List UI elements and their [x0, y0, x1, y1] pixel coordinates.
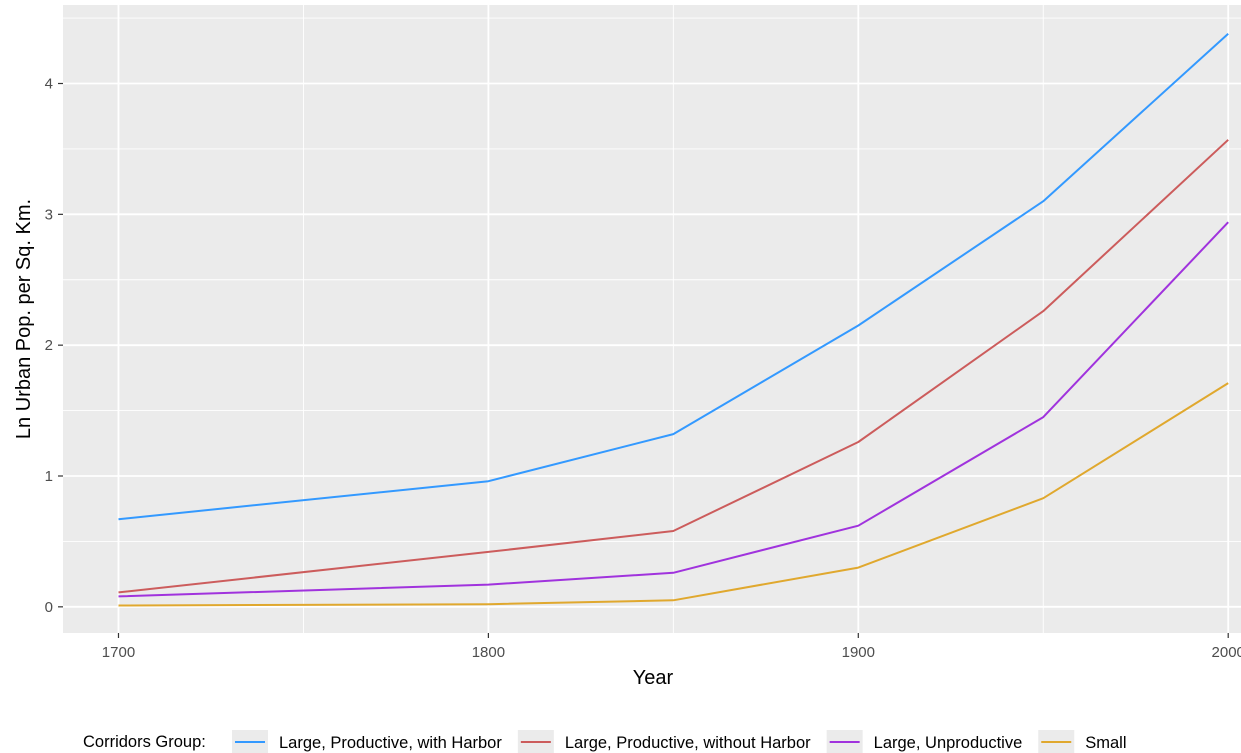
series-line-3 [118, 221, 1229, 598]
series-line-1 [118, 33, 1229, 521]
series-line-2 [118, 139, 1229, 594]
series-lines [118, 33, 1229, 607]
legend-title: Corridors Group: [83, 733, 206, 751]
y-tick-label: 0 [45, 599, 53, 616]
x-tick-label: 1700 [102, 644, 135, 661]
legend-label-4: Small [1085, 734, 1126, 752]
x-tick-label: 1800 [472, 644, 505, 661]
legend: Corridors Group: Large, Productive, with… [83, 730, 1127, 753]
legend-label-1: Large, Productive, with Harbor [279, 734, 502, 752]
y-axis-title: Ln Urban Pop. per Sq. Km. [13, 199, 35, 439]
x-tick-label: 1900 [842, 644, 875, 661]
y-tick-label: 1 [45, 468, 53, 485]
y-tick-label: 3 [45, 206, 53, 223]
y-tick-label: 2 [45, 337, 53, 354]
series-line-4 [118, 382, 1229, 607]
plot-panel [63, 5, 1241, 633]
grid-lines [63, 5, 1241, 633]
x-axis-title: Year [633, 667, 674, 689]
legend-label-3: Large, Unproductive [874, 734, 1023, 752]
x-tick-label: 2000 [1212, 644, 1241, 661]
y-tick-label: 4 [45, 76, 53, 93]
legend-label-2: Large, Productive, without Harbor [565, 734, 811, 752]
axis-ticks: 0 1 2 3 4 1700 1800 1900 2000 [45, 76, 1241, 662]
